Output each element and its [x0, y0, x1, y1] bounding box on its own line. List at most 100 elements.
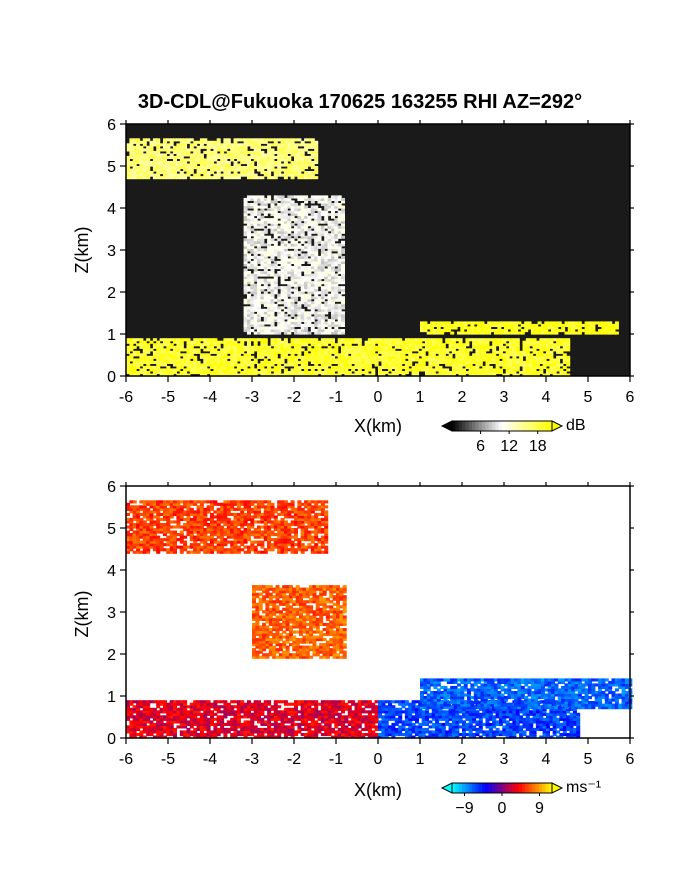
y-tick-label: 0 — [107, 369, 116, 386]
heatmap-cell — [260, 248, 265, 252]
heatmap-cell — [136, 158, 141, 162]
heatmap-cell — [324, 260, 329, 264]
heatmap-cell — [176, 350, 181, 354]
heatmap-cell — [331, 243, 335, 247]
heatmap-cell — [263, 326, 268, 330]
heatmap-cell — [314, 195, 319, 199]
heatmap-cell — [331, 223, 335, 227]
heatmap-cell — [310, 260, 315, 264]
heatmap-cell — [327, 308, 332, 312]
heatmap-cell — [270, 293, 275, 297]
heatmap-cell — [337, 243, 342, 247]
heatmap-cell — [294, 253, 298, 257]
heatmap-cell — [260, 298, 265, 302]
heatmap-cell — [193, 358, 198, 362]
heatmap-cell — [283, 323, 288, 327]
heatmap-cell — [173, 355, 177, 359]
heatmap-cell — [317, 228, 322, 232]
heatmap-cell — [253, 276, 258, 280]
heatmap-cell — [566, 338, 571, 342]
heatmap-cell — [149, 143, 154, 147]
heatmap-cell — [149, 355, 154, 359]
heatmap-cell — [139, 145, 144, 149]
heatmap-cell — [267, 281, 272, 285]
heatmap-cell — [304, 171, 309, 175]
heatmap-cell — [317, 326, 322, 330]
heatmap-cell — [304, 200, 309, 204]
heatmap-cell — [273, 263, 278, 267]
heatmap-cell — [304, 166, 309, 170]
heatmap-cell — [304, 318, 309, 322]
heatmap-cell — [290, 238, 295, 242]
heatmap-cell — [189, 348, 194, 352]
heatmap-cell — [243, 153, 248, 157]
heatmap-cell — [324, 235, 329, 239]
heatmap-cell — [206, 173, 211, 177]
heatmap-cell — [317, 323, 322, 327]
heatmap-cell — [341, 273, 345, 277]
heatmap-cell — [203, 145, 208, 149]
heatmap-cell — [300, 163, 305, 167]
heatmap-cell — [250, 138, 255, 142]
heatmap-cell — [263, 321, 268, 325]
heatmap-cell — [132, 150, 137, 154]
heatmap-cell — [186, 348, 191, 352]
heatmap-cell — [176, 533, 181, 537]
heatmap-cell — [163, 168, 167, 172]
heatmap-cell — [193, 350, 198, 354]
heatmap-cell — [179, 153, 184, 157]
heatmap-cell — [314, 230, 319, 234]
heatmap-cell — [267, 248, 272, 252]
heatmap-cell — [139, 343, 144, 347]
heatmap-cell — [324, 203, 329, 207]
heatmap-cell — [334, 268, 339, 272]
heatmap-cell — [216, 140, 221, 144]
heatmap-cell — [139, 512, 144, 516]
heatmap-cell — [250, 318, 255, 322]
heatmap-cell — [337, 331, 342, 335]
heatmap-cell — [320, 318, 325, 322]
heatmap-cell — [317, 218, 322, 222]
heatmap-cell — [243, 281, 248, 285]
heatmap-cell — [206, 353, 211, 357]
heatmap-cell — [250, 163, 255, 167]
heatmap-cell — [294, 268, 298, 272]
heatmap-cell — [304, 218, 309, 222]
heatmap-cell — [136, 161, 141, 165]
heatmap-cell — [310, 276, 315, 280]
heatmap-cell — [290, 168, 295, 172]
heatmap-cell — [166, 343, 171, 347]
heatmap-cell — [280, 271, 285, 275]
heatmap-cell — [334, 329, 339, 333]
heatmap-cell — [314, 158, 319, 162]
heatmap-cell — [196, 148, 201, 152]
heatmap-cell — [331, 238, 335, 242]
heatmap-cell — [257, 168, 261, 172]
heatmap-cell — [257, 286, 261, 290]
heatmap-cell — [243, 208, 248, 212]
heatmap-cell — [267, 238, 272, 242]
heatmap-cell — [243, 225, 248, 229]
heatmap-cell — [334, 278, 339, 282]
heatmap-cell — [179, 353, 184, 357]
heatmap-cell — [260, 176, 265, 180]
heatmap-cell — [287, 273, 292, 277]
heatmap-cell — [300, 203, 305, 207]
heatmap-cell — [320, 268, 325, 272]
heatmap-cell — [267, 150, 272, 154]
heatmap-cell — [152, 138, 157, 142]
heatmap-cell — [216, 145, 221, 149]
heatmap-cell — [223, 153, 228, 157]
heatmap-cell — [341, 331, 345, 335]
heatmap-cell — [230, 145, 235, 149]
heatmap-cell — [287, 311, 292, 315]
heatmap-cell — [307, 273, 312, 277]
heatmap-cell — [283, 291, 288, 295]
heatmap-cell — [253, 263, 258, 267]
heatmap-cell — [270, 326, 275, 330]
heatmap-cell — [186, 338, 191, 342]
heatmap-cell — [176, 500, 181, 504]
heatmap-cell — [189, 365, 194, 369]
heatmap-cell — [297, 266, 302, 270]
heatmap-cell — [257, 235, 261, 239]
